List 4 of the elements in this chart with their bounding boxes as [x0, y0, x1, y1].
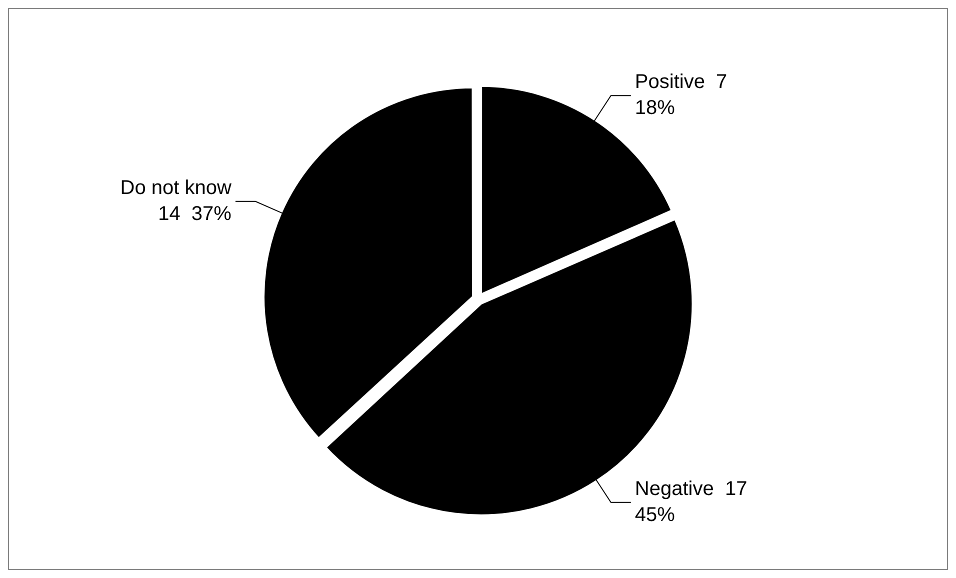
slice-label: Negative 17 45% [634, 478, 748, 526]
slice-label: Positive 7 18% [634, 71, 728, 120]
data-label: 14 37% [158, 202, 232, 225]
slice-label: Do not know [120, 176, 232, 199]
